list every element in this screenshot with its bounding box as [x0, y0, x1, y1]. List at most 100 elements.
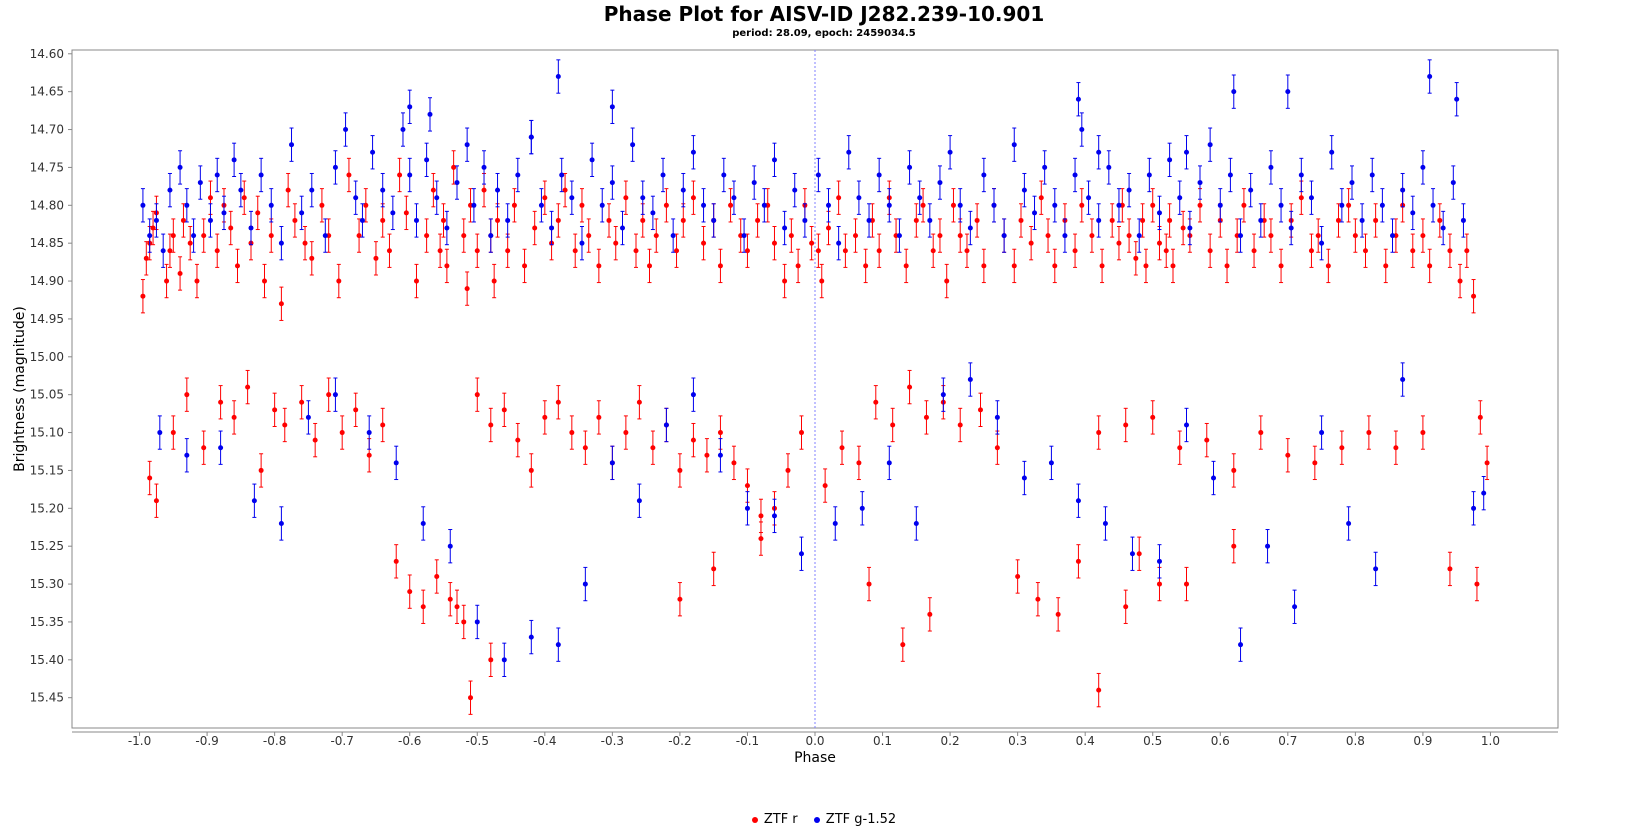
data-point — [461, 619, 467, 625]
data-point — [1288, 225, 1294, 231]
data-point — [1366, 430, 1372, 436]
data-point — [717, 452, 723, 458]
data-point — [981, 172, 987, 178]
data-point — [923, 414, 929, 420]
data-point — [950, 202, 956, 208]
y-tick-label: 15.35 — [30, 615, 64, 629]
x-tick-label: 0.3 — [1008, 734, 1027, 748]
legend-item-ztf-r: ZTF r — [751, 812, 798, 827]
data-point — [846, 149, 852, 155]
data-point — [1096, 149, 1102, 155]
data-point — [1373, 566, 1379, 572]
data-point — [1349, 180, 1355, 186]
data-point — [1180, 225, 1186, 231]
y-tick-label: 14.75 — [30, 160, 64, 174]
data-point — [1011, 263, 1017, 269]
data-point — [1410, 210, 1416, 216]
data-point — [859, 505, 865, 511]
data-point — [1021, 475, 1027, 481]
data-point — [1211, 475, 1217, 481]
data-point — [1248, 187, 1254, 193]
data-point — [373, 255, 379, 261]
data-point — [650, 445, 656, 451]
x-tick-label: -0.6 — [398, 734, 421, 748]
data-point — [234, 263, 240, 269]
data-point — [1167, 217, 1173, 223]
data-point — [1285, 452, 1291, 458]
chart-subtitle: period: 28.09, epoch: 2459034.5 — [732, 28, 916, 39]
data-point — [268, 233, 274, 239]
data-point — [309, 187, 315, 193]
data-point — [1315, 233, 1321, 239]
data-point — [167, 187, 173, 193]
data-point — [1133, 255, 1139, 261]
data-point — [157, 430, 163, 436]
data-point — [1035, 596, 1041, 602]
data-point — [1231, 543, 1237, 549]
data-point — [944, 278, 950, 284]
data-point — [913, 217, 919, 223]
data-point — [836, 240, 842, 246]
data-point — [863, 263, 869, 269]
x-tick-label: -0.2 — [668, 734, 691, 748]
data-point — [886, 202, 892, 208]
data-point — [1156, 240, 1162, 246]
data-point — [1362, 248, 1368, 254]
data-point — [677, 467, 683, 473]
data-point — [1440, 225, 1446, 231]
data-point — [231, 414, 237, 420]
data-point — [1096, 217, 1102, 223]
data-point — [153, 217, 159, 223]
data-point — [967, 225, 973, 231]
data-point — [798, 430, 804, 436]
data-point — [613, 240, 619, 246]
data-point — [1123, 604, 1129, 610]
data-point — [1184, 581, 1189, 587]
data-point — [599, 202, 605, 208]
data-point — [876, 248, 882, 254]
chart-title: Phase Plot for AISV-ID J282.239-10.901 — [603, 2, 1045, 26]
data-point — [238, 187, 244, 193]
data-point — [160, 248, 166, 254]
data-point — [299, 210, 305, 216]
data-point — [589, 157, 595, 163]
data-point — [640, 217, 646, 223]
data-point — [170, 430, 176, 436]
data-point — [1156, 581, 1162, 587]
data-point — [1359, 217, 1365, 223]
data-point — [930, 248, 936, 254]
data-point — [170, 233, 176, 239]
data-point — [876, 172, 882, 178]
data-point — [1447, 566, 1453, 572]
data-point — [184, 392, 190, 398]
data-point — [363, 202, 369, 208]
data-point — [549, 225, 555, 231]
series-1 — [140, 59, 1487, 677]
data-point — [505, 248, 511, 254]
data-point — [744, 248, 750, 254]
data-point — [278, 240, 284, 246]
data-point — [1430, 202, 1436, 208]
data-point — [393, 460, 399, 466]
data-point — [272, 407, 278, 413]
data-point — [728, 202, 734, 208]
data-point — [596, 414, 602, 420]
data-point — [167, 248, 173, 254]
data-point — [609, 460, 615, 466]
data-point — [474, 248, 480, 254]
data-point — [366, 430, 372, 436]
data-point — [717, 430, 723, 436]
data-point — [1048, 460, 1054, 466]
y-tick-label: 15.20 — [30, 501, 64, 515]
data-point — [619, 225, 625, 231]
y-tick-label: 14.70 — [30, 123, 64, 137]
data-point — [353, 407, 359, 413]
data-point — [1096, 430, 1102, 436]
data-point — [782, 225, 788, 231]
data-point — [481, 187, 487, 193]
data-point — [1136, 233, 1142, 239]
data-point — [815, 248, 821, 254]
data-point — [1156, 210, 1162, 216]
data-point — [413, 278, 419, 284]
